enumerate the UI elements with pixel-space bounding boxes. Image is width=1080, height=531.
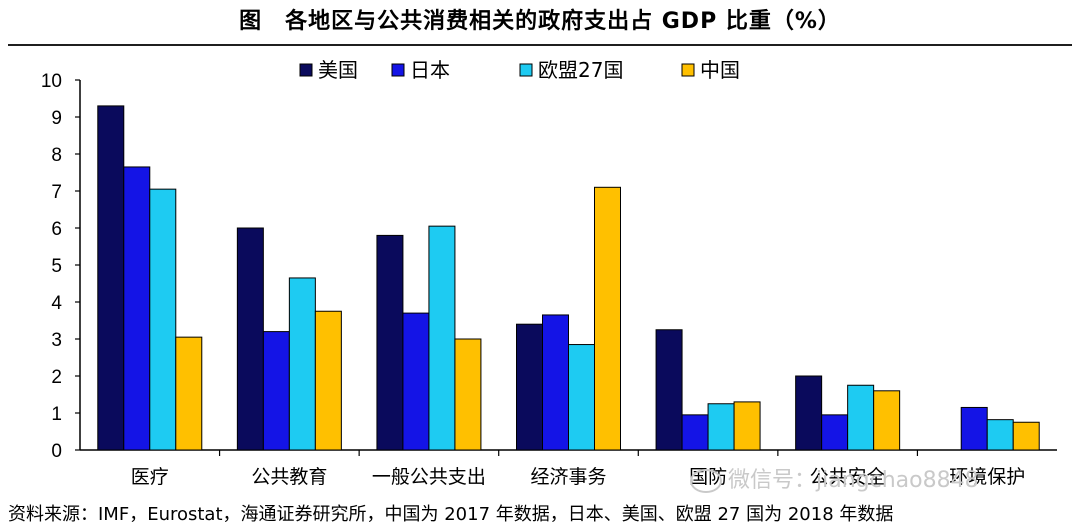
bar-1 (376, 234, 404, 451)
bar-2 (262, 331, 290, 451)
x-tick-label: 医疗 (131, 466, 169, 488)
legend-label: 日本 (410, 58, 450, 82)
y-tick-label: 3 (51, 330, 62, 351)
y-tick-label: 8 (51, 145, 62, 166)
watermark-text: 微信号：jiangchao8848 (728, 468, 979, 493)
bar-3 (986, 419, 1014, 451)
legend-label: 中国 (700, 58, 740, 82)
y-tick-label: 6 (51, 219, 62, 240)
bar-3 (847, 384, 875, 451)
y-tick-label: 1 (51, 404, 62, 425)
bar-1 (795, 375, 823, 451)
bar-2 (402, 312, 430, 451)
wechat-icon (690, 469, 722, 493)
x-tick-label: 一般公共支出 (372, 466, 486, 488)
y-tick-label: 7 (51, 182, 62, 203)
bar-1 (236, 227, 264, 451)
legend-label: 欧盟27国 (538, 58, 623, 82)
y-tick-label: 2 (51, 367, 62, 388)
bar-1 (97, 105, 125, 451)
bar-3 (568, 344, 595, 451)
x-tick-label: 经济事务 (530, 466, 606, 488)
legend-swatch (519, 63, 533, 77)
bar-4 (1012, 421, 1040, 451)
bar-4 (454, 338, 482, 451)
bar-4 (175, 336, 203, 451)
bar-2 (542, 314, 569, 451)
y-tick-label: 10 (41, 71, 62, 92)
bar-2 (681, 414, 709, 451)
y-tick-label: 5 (51, 256, 62, 277)
legend-swatch (299, 63, 313, 77)
bar-4 (594, 186, 621, 451)
bar-2 (960, 406, 988, 451)
watermark: 微信号：jiangchao8848 (690, 462, 979, 494)
source-note: 资料来源：IMF，Eurostat，海通证券研究所，中国为 2017 年数据，日… (8, 504, 894, 525)
bar-3 (707, 403, 735, 451)
bar-4 (873, 390, 901, 451)
x-tick-label: 公共教育 (251, 466, 327, 488)
bar-4 (314, 310, 342, 451)
bar-1 (516, 323, 543, 451)
x-tick-label: 公共安全 (810, 466, 886, 488)
legend-label: 美国 (318, 58, 358, 82)
bar-3 (428, 225, 456, 451)
y-tick-label: 4 (51, 293, 62, 314)
bar-2 (123, 166, 151, 451)
chart-title: 图 各地区与公共消费相关的政府支出占 GDP 比重（%） (239, 9, 841, 34)
bar-3 (288, 277, 316, 451)
x-tick-label: 环境保护 (949, 466, 1025, 488)
bar-1 (655, 329, 683, 451)
y-tick-label: 0 (51, 441, 62, 462)
legend-swatch (391, 63, 405, 77)
title-underline (8, 44, 1072, 46)
bar-2 (821, 414, 849, 451)
y-tick-label: 9 (51, 108, 62, 129)
legend-swatch (681, 63, 695, 77)
bar-4 (733, 401, 761, 451)
bar-3 (149, 188, 177, 451)
